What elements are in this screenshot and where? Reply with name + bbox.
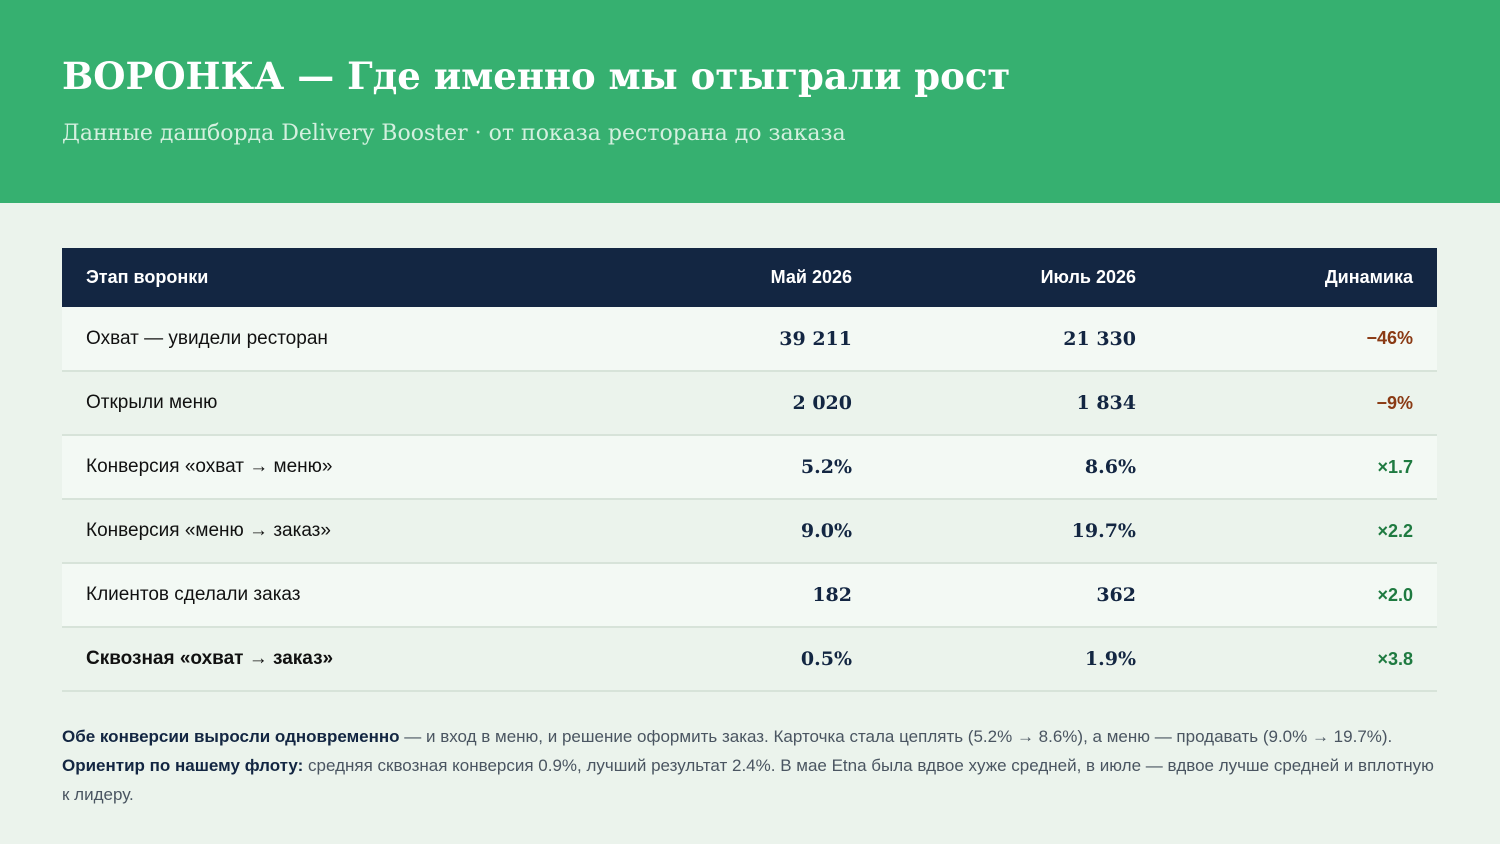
column-header-may: Май 2026: [770, 267, 852, 287]
july-value-cell: 8.6%: [1084, 456, 1136, 478]
may-value-cell: 39 211: [779, 327, 852, 350]
dynamic-cell: −46%: [1366, 328, 1413, 348]
july-value-cell: 362: [1096, 584, 1136, 606]
table-row-total: Сквозная «охват → заказ» 0.5% 1.9% ×3.8: [62, 627, 1437, 691]
column-header-stage: Этап воронки: [86, 267, 209, 287]
table-row: Открыли меню 2 020 1 834 −9%: [62, 371, 1437, 435]
note-paragraph-benchmark: Ориентир по нашему флоту: средняя сквозн…: [62, 751, 1437, 809]
may-value-cell: 5.2%: [800, 456, 852, 478]
note-text-conversions: — и вход в меню, и решение оформить зака…: [399, 727, 1393, 746]
stage-cell: Открыли меню: [86, 392, 218, 413]
may-value-cell: 182: [812, 584, 852, 606]
table-row: Клиентов сделали заказ 182 362 ×2.0: [62, 563, 1437, 627]
dynamic-cell: ×2.2: [1377, 520, 1413, 541]
july-value-cell: 1 834: [1076, 392, 1137, 414]
note-heading-conversions: Обе конверсии выросли одновременно: [62, 727, 400, 746]
header-banner: ВОРОНКА — Где именно мы отыграли рост Да…: [0, 0, 1500, 203]
notes-block: Обе конверсии выросли одновременно — и в…: [62, 722, 1437, 809]
funnel-table: Этап воронки Май 2026 Июль 2026 Динамика…: [62, 248, 1437, 692]
dynamic-cell: ×3.8: [1377, 648, 1413, 669]
may-value-cell: 9.0%: [800, 520, 852, 542]
funnel-table-container: Этап воронки Май 2026 Июль 2026 Динамика…: [62, 248, 1437, 692]
july-value-cell: 21 330: [1063, 327, 1136, 350]
page-subtitle: Данные дашборда Delivery Booster · от по…: [62, 121, 846, 146]
dynamic-cell: ×1.7: [1377, 456, 1413, 477]
note-paragraph-conversions: Обе конверсии выросли одновременно — и в…: [62, 722, 1437, 751]
column-header-july: Июль 2026: [1040, 267, 1136, 287]
stage-cell: Конверсия «меню → заказ»: [86, 520, 331, 541]
july-value-cell: 1.9%: [1084, 648, 1136, 670]
stage-cell: Клиентов сделали заказ: [86, 584, 301, 605]
table-row: Конверсия «меню → заказ» 9.0% 19.7% ×2.2: [62, 499, 1437, 563]
stage-cell: Конверсия «охват → меню»: [86, 456, 333, 477]
dynamic-cell: −9%: [1376, 392, 1413, 413]
may-value-cell: 2 020: [792, 392, 853, 414]
stage-cell: Охват — увидели ресторан: [86, 327, 328, 349]
column-header-dynamic: Динамика: [1324, 267, 1413, 287]
page-title: ВОРОНКА — Где именно мы отыграли рост: [62, 54, 1011, 98]
table-header-row: Этап воронки Май 2026 Июль 2026 Динамика: [62, 248, 1437, 307]
july-value-cell: 19.7%: [1071, 520, 1136, 542]
note-heading-benchmark: Ориентир по нашему флоту:: [62, 756, 304, 775]
may-value-cell: 0.5%: [800, 648, 852, 670]
note-text-benchmark: средняя сквозная конверсия 0.9%, лучший …: [62, 756, 1434, 804]
stage-cell: Сквозная «охват → заказ»: [86, 648, 334, 669]
table-row: Конверсия «охват → меню» 5.2% 8.6% ×1.7: [62, 435, 1437, 499]
table-row: Охват — увидели ресторан 39 211 21 330 −…: [62, 307, 1437, 371]
dynamic-cell: ×2.0: [1377, 584, 1413, 605]
